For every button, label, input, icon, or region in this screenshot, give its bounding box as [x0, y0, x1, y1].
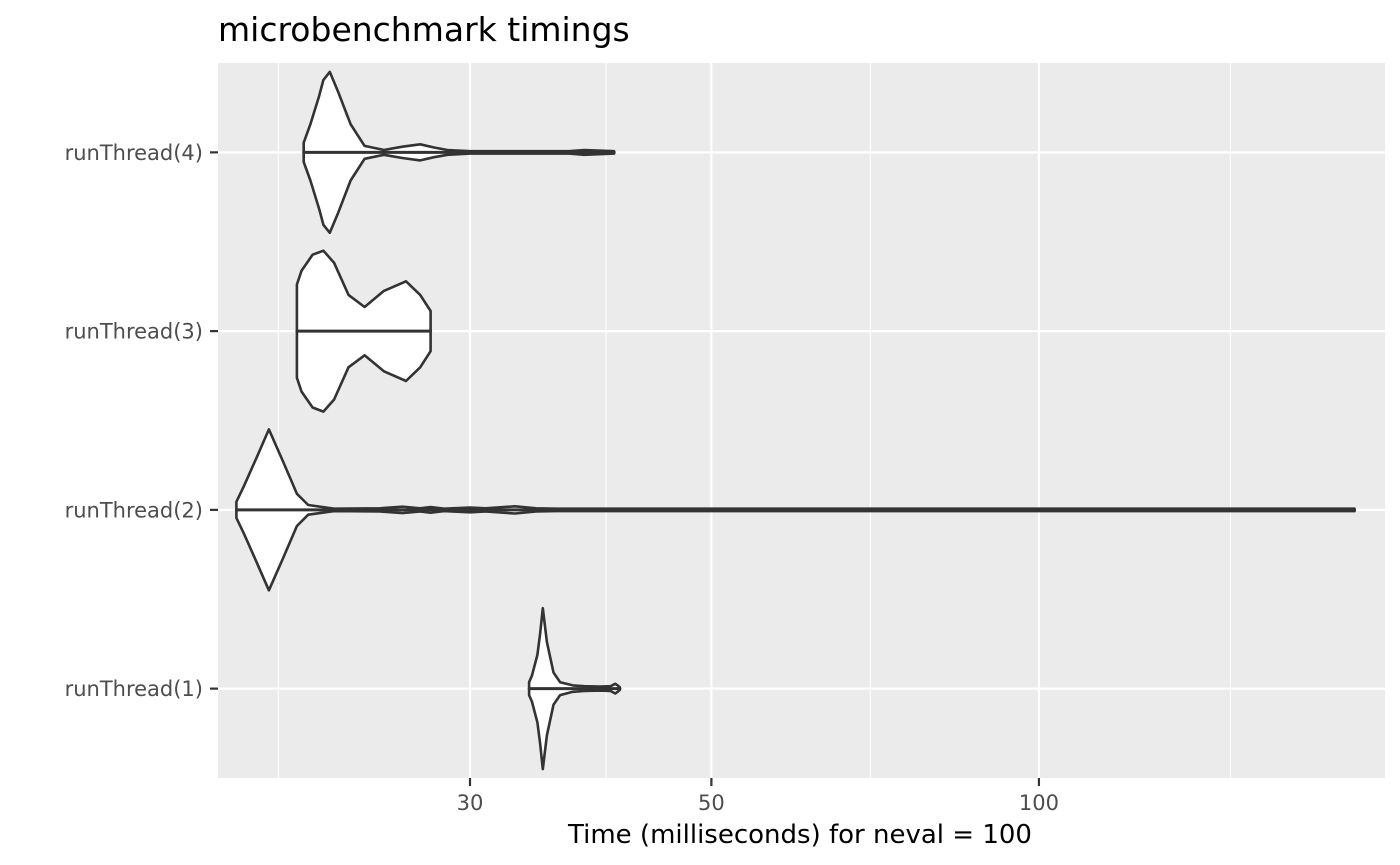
y-tick-label: runThread(3): [65, 320, 203, 344]
minor-gridlines: [277, 63, 1232, 778]
y-tick-label: runThread(2): [65, 498, 203, 522]
y-tick-label: runThread(1): [65, 677, 203, 701]
plot-panel: [218, 63, 1385, 778]
x-tick-label: 100: [1019, 791, 1059, 815]
y-tick-label: runThread(4): [65, 141, 203, 165]
x-tick-label: 50: [698, 791, 725, 815]
x-axis-title: Time (milliseconds) for neval = 100: [567, 820, 1032, 850]
chart-title: microbenchmark timings: [218, 10, 630, 49]
violins: [234, 70, 1357, 771]
x-tick-label: 30: [457, 791, 484, 815]
y-axis: runThread(1) runThread(2) runThread(3) runT…: [65, 141, 218, 701]
x-axis: 30 50 100: [457, 778, 1059, 815]
